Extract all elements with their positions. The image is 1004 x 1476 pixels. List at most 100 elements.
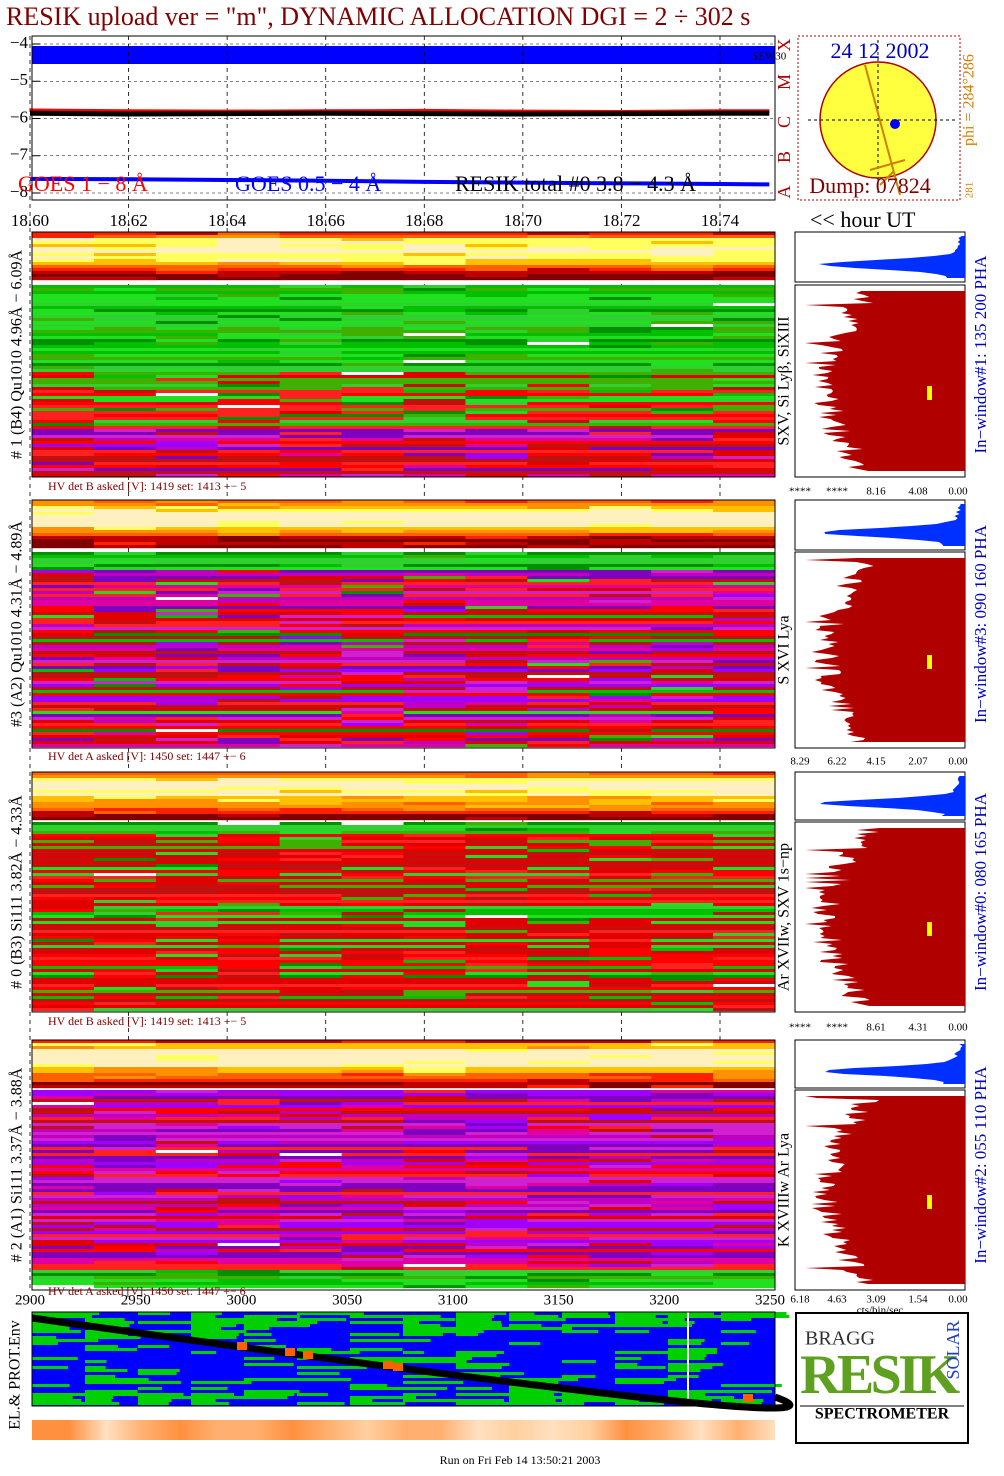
stripe	[527, 414, 590, 418]
stripe	[527, 336, 590, 340]
stripe	[341, 963, 404, 967]
stripe	[279, 831, 343, 835]
stripe	[93, 636, 157, 640]
stripe	[341, 1231, 404, 1235]
stripe	[403, 717, 466, 721]
stripe	[403, 693, 466, 697]
stripe	[32, 256, 95, 260]
x-tick-label: 3250	[755, 1292, 785, 1308]
stripe	[527, 642, 590, 646]
stripe	[93, 1090, 157, 1094]
stripe	[589, 333, 652, 337]
stripe	[279, 432, 343, 436]
stripe	[93, 381, 157, 385]
stripe	[32, 1141, 95, 1145]
stripe	[341, 312, 404, 316]
stripe	[527, 714, 590, 718]
stripe	[155, 618, 219, 622]
stripe	[527, 1246, 590, 1250]
env-stripe	[615, 1315, 656, 1318]
stripe	[465, 960, 528, 964]
stripe	[279, 909, 343, 913]
stripe	[465, 438, 528, 442]
stripe	[217, 1055, 281, 1059]
stripe	[155, 834, 219, 838]
stripe	[155, 402, 219, 406]
stripe	[279, 444, 343, 448]
stripe	[32, 447, 95, 451]
stripe	[155, 969, 219, 973]
hist-tick-label: 0.00	[948, 486, 968, 498]
stripe	[93, 666, 157, 670]
stripe	[341, 594, 404, 598]
stripe	[527, 453, 590, 457]
stripe	[527, 918, 590, 922]
stripe	[93, 963, 157, 967]
stripe	[589, 1111, 652, 1115]
stripe	[713, 808, 776, 812]
stripe	[93, 594, 157, 598]
footer: Run on Fri Feb 14 13:50:21 2003	[440, 1453, 601, 1467]
env-stripe	[615, 1363, 638, 1366]
stripe	[32, 462, 95, 466]
stripe	[32, 268, 95, 272]
stripe	[527, 375, 590, 379]
stripe	[279, 1099, 343, 1103]
stripe	[155, 453, 219, 457]
stripe	[713, 1076, 776, 1080]
stripe	[527, 567, 590, 571]
stripe	[403, 921, 466, 925]
stripe	[527, 666, 590, 670]
stripe	[279, 633, 343, 637]
stripe	[403, 1046, 466, 1050]
stripe	[651, 924, 714, 928]
stripe	[465, 387, 528, 391]
stripe	[527, 778, 590, 782]
stripe	[155, 906, 219, 910]
stripe	[465, 846, 528, 850]
stripe	[32, 684, 95, 688]
stripe	[32, 438, 95, 442]
stripe	[403, 294, 466, 298]
stripe	[403, 1162, 466, 1166]
stripe	[403, 1273, 466, 1277]
stripe	[527, 315, 590, 319]
stripe	[279, 705, 343, 709]
stripe	[155, 606, 219, 610]
stripe	[651, 978, 714, 982]
stripe	[155, 1123, 219, 1127]
stripe	[589, 1005, 652, 1009]
stripe	[341, 306, 404, 310]
stripe	[713, 432, 776, 436]
legend-entry: RESIK total #0 3.8 − 4.3 Å	[455, 171, 696, 196]
stripe	[589, 705, 652, 709]
stripe	[589, 867, 652, 871]
histogram	[805, 828, 965, 1006]
stripe	[155, 274, 219, 278]
stripe	[465, 966, 528, 970]
stripe	[32, 636, 95, 640]
stripe	[341, 545, 404, 549]
stripe	[651, 879, 714, 883]
stripe	[589, 891, 652, 895]
stripe	[403, 840, 466, 844]
stripe	[589, 360, 652, 364]
stripe	[465, 711, 528, 715]
stripe	[465, 462, 528, 466]
stripe	[93, 1093, 157, 1097]
env-stripe	[562, 1402, 585, 1405]
stripe	[403, 1264, 466, 1268]
stripe	[217, 524, 281, 528]
stripe	[93, 259, 157, 263]
histogram-small	[819, 776, 965, 816]
histogram-small	[818, 236, 965, 278]
stripe	[217, 1261, 281, 1265]
stripe	[32, 778, 95, 782]
stripe	[465, 241, 528, 245]
stripe	[589, 459, 652, 463]
stripe	[32, 705, 95, 709]
stripe	[403, 999, 466, 1003]
stripe	[651, 515, 714, 519]
stripe	[155, 420, 219, 424]
stripe	[713, 906, 776, 910]
